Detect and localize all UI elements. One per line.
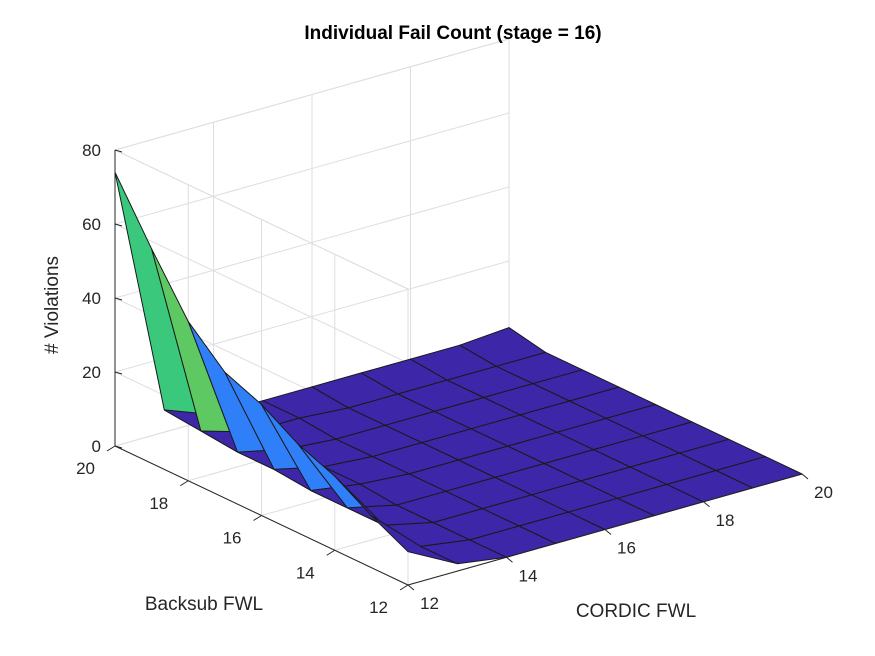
y-tick-mark: [399, 584, 409, 591]
z-tick-mark: [114, 149, 123, 153]
y-tick-label: 12: [369, 598, 388, 617]
x-tick-mark: [506, 556, 513, 563]
x-tick-mark: [703, 501, 710, 508]
z-tick-label: 40: [82, 289, 101, 308]
z-tick-mark: [114, 445, 123, 449]
y-tick-mark: [179, 480, 189, 487]
y-tick-label: 14: [296, 563, 315, 582]
box-edge: [114, 38, 510, 151]
z-tick-label: 20: [82, 363, 101, 382]
y-tick-mark: [106, 445, 116, 452]
x-tick-label: 14: [519, 566, 538, 585]
y-tick-label: 16: [223, 529, 242, 548]
z-tick-mark: [114, 223, 123, 227]
z-tick-label: 80: [82, 141, 101, 160]
x-tick-mark: [604, 529, 612, 535]
y-tick-label: 20: [76, 459, 95, 478]
x-axis-label: CORDIC FWL: [576, 601, 696, 622]
x-tick-label: 12: [420, 594, 439, 613]
x-tick-mark: [801, 473, 809, 480]
axis-layer: [106, 149, 809, 591]
x-tick-label: 16: [617, 539, 636, 558]
surface-layer: [114, 171, 803, 565]
x-tick-label: 18: [716, 511, 735, 530]
z-tick-label: 60: [82, 215, 101, 234]
y-axis-label: Backsub FWL: [145, 594, 263, 615]
x-tick-mark: [407, 584, 415, 591]
z-axis-label: # Violations: [42, 256, 63, 354]
z-tick-label: 0: [92, 437, 101, 456]
x-tick-label: 20: [814, 483, 833, 502]
y-tick-mark: [253, 515, 262, 521]
box-edge: [114, 149, 409, 290]
y-tick-label: 18: [149, 494, 168, 513]
y-tick-mark: [326, 549, 336, 556]
chart-title: Individual Fail Count (stage = 16): [304, 23, 601, 44]
tick-layer: 12 14 16 18 20 12 14 16 18 20 0 20 40 60 80: [76, 141, 833, 617]
z-tick-mark: [114, 371, 123, 375]
z-tick-mark: [114, 297, 123, 301]
